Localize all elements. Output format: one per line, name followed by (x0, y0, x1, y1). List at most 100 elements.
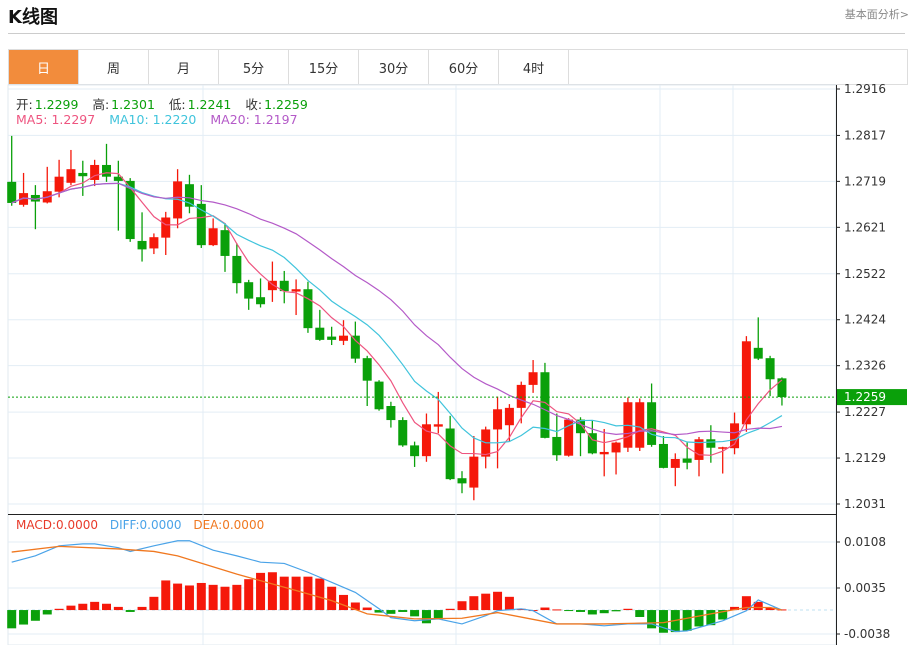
ma20-legend: MA20: 1.2197 (210, 112, 298, 127)
candle-down (327, 336, 337, 340)
y-tick-label: 1.2621 (844, 220, 886, 234)
tab-4hour[interactable]: 4时 (499, 50, 569, 84)
macd-y-tick-label: -0.0038 (844, 627, 890, 641)
macd-bar (78, 603, 88, 611)
candle-down (279, 280, 289, 292)
candle-down (113, 176, 123, 181)
candle-down (303, 289, 313, 329)
macd-bar (433, 610, 443, 620)
macd-bar (647, 610, 657, 629)
macd-bar (516, 608, 526, 611)
candle-down (587, 433, 597, 454)
candle-down (196, 203, 206, 246)
tab-30min[interactable]: 30分 (359, 50, 429, 84)
macd-bar (256, 572, 266, 611)
macd-bar (753, 601, 763, 611)
macd-bar (327, 586, 337, 611)
candle-up (90, 164, 100, 180)
candle-up (19, 193, 29, 205)
candle-down (777, 378, 787, 398)
dea-line (11, 545, 783, 625)
open-value: 1.2299 (34, 97, 79, 112)
macd-bar (374, 610, 384, 613)
macd-bar (694, 610, 704, 627)
candle-down (552, 436, 562, 456)
macd-bar (658, 610, 668, 633)
candle-down (765, 358, 775, 380)
macd-bar (445, 608, 455, 611)
candle-up (528, 372, 538, 385)
current-price-badge (837, 389, 907, 406)
macd-bar (587, 610, 597, 615)
candle-up (599, 451, 609, 455)
macd-bar (161, 580, 171, 611)
y-tick-label: 1.2719 (844, 174, 886, 188)
candle-down (362, 358, 372, 381)
macd-bar (611, 610, 621, 612)
candle-up (173, 181, 183, 219)
candle-up (54, 176, 64, 192)
tab-60min[interactable]: 60分 (429, 50, 499, 84)
candle-up (516, 384, 526, 408)
candle-up (291, 289, 301, 292)
candle-up (208, 228, 218, 246)
candle-down (457, 478, 467, 484)
high-label: 高: (92, 97, 110, 112)
candle-up (469, 456, 479, 488)
macd-bar (291, 576, 301, 611)
ma-legend: MA5: 1.2297 MA10: 1.2220 MA20: 1.2197 (16, 112, 300, 127)
tab-15min[interactable]: 15分 (289, 50, 359, 84)
candle-down (102, 164, 111, 177)
candle-up (611, 442, 621, 453)
macd-bar (552, 609, 562, 611)
low-value: 1.2241 (187, 97, 232, 112)
macd-bar (196, 582, 206, 611)
close-value: 1.2259 (264, 97, 308, 112)
candle-up (421, 424, 431, 457)
macd-bar (315, 578, 325, 611)
macd-bar (350, 602, 360, 611)
diff-line (11, 540, 783, 633)
macd-bar (220, 586, 230, 611)
macd-bar (208, 584, 218, 611)
macd-bar (576, 610, 585, 612)
macd-bar (232, 584, 242, 611)
macd-bar (137, 606, 147, 611)
macd-bar (113, 606, 123, 611)
y-tick-label: 1.2326 (844, 359, 886, 373)
macd-bar (469, 596, 479, 611)
macd-bar (173, 583, 183, 611)
fundamental-analysis-link[interactable]: 基本面分析> (844, 8, 909, 21)
macd-bar (125, 610, 135, 612)
tab-week[interactable]: 周 (79, 50, 149, 84)
y-tick-label: 1.2227 (844, 405, 886, 419)
macd-bar (7, 610, 17, 629)
macd-bar (244, 579, 254, 611)
macd-bar (504, 596, 514, 611)
macd-legend: MACD:0.0000 DIFF:0.0000 DEA:0.0000 (16, 518, 266, 532)
candle-down (350, 335, 360, 359)
macd-bar (339, 594, 348, 611)
macd-bar (102, 603, 111, 611)
macd-bar (267, 572, 277, 611)
close-label: 收: (245, 97, 263, 112)
candle-down (374, 381, 384, 410)
page-title: K线图 (8, 7, 58, 28)
candle-up (741, 341, 751, 425)
macd-y-tick-label: 0.0035 (844, 581, 886, 595)
y-tick-label: 1.2031 (844, 497, 886, 511)
macd-y-tick-label: 0.0108 (844, 535, 886, 549)
candle-down (386, 405, 396, 421)
tab-5min[interactable]: 5分 (219, 50, 289, 84)
tab-month[interactable]: 月 (149, 50, 219, 84)
candle-down (576, 419, 585, 434)
tab-day[interactable]: 日 (9, 50, 79, 84)
candle-down (682, 458, 692, 463)
macd-bar (623, 608, 633, 611)
y-tick-label: 1.2129 (844, 451, 886, 465)
candle-up (564, 419, 574, 456)
candle-down (256, 297, 266, 305)
macd-bar (540, 607, 550, 611)
candle-down (125, 180, 135, 240)
